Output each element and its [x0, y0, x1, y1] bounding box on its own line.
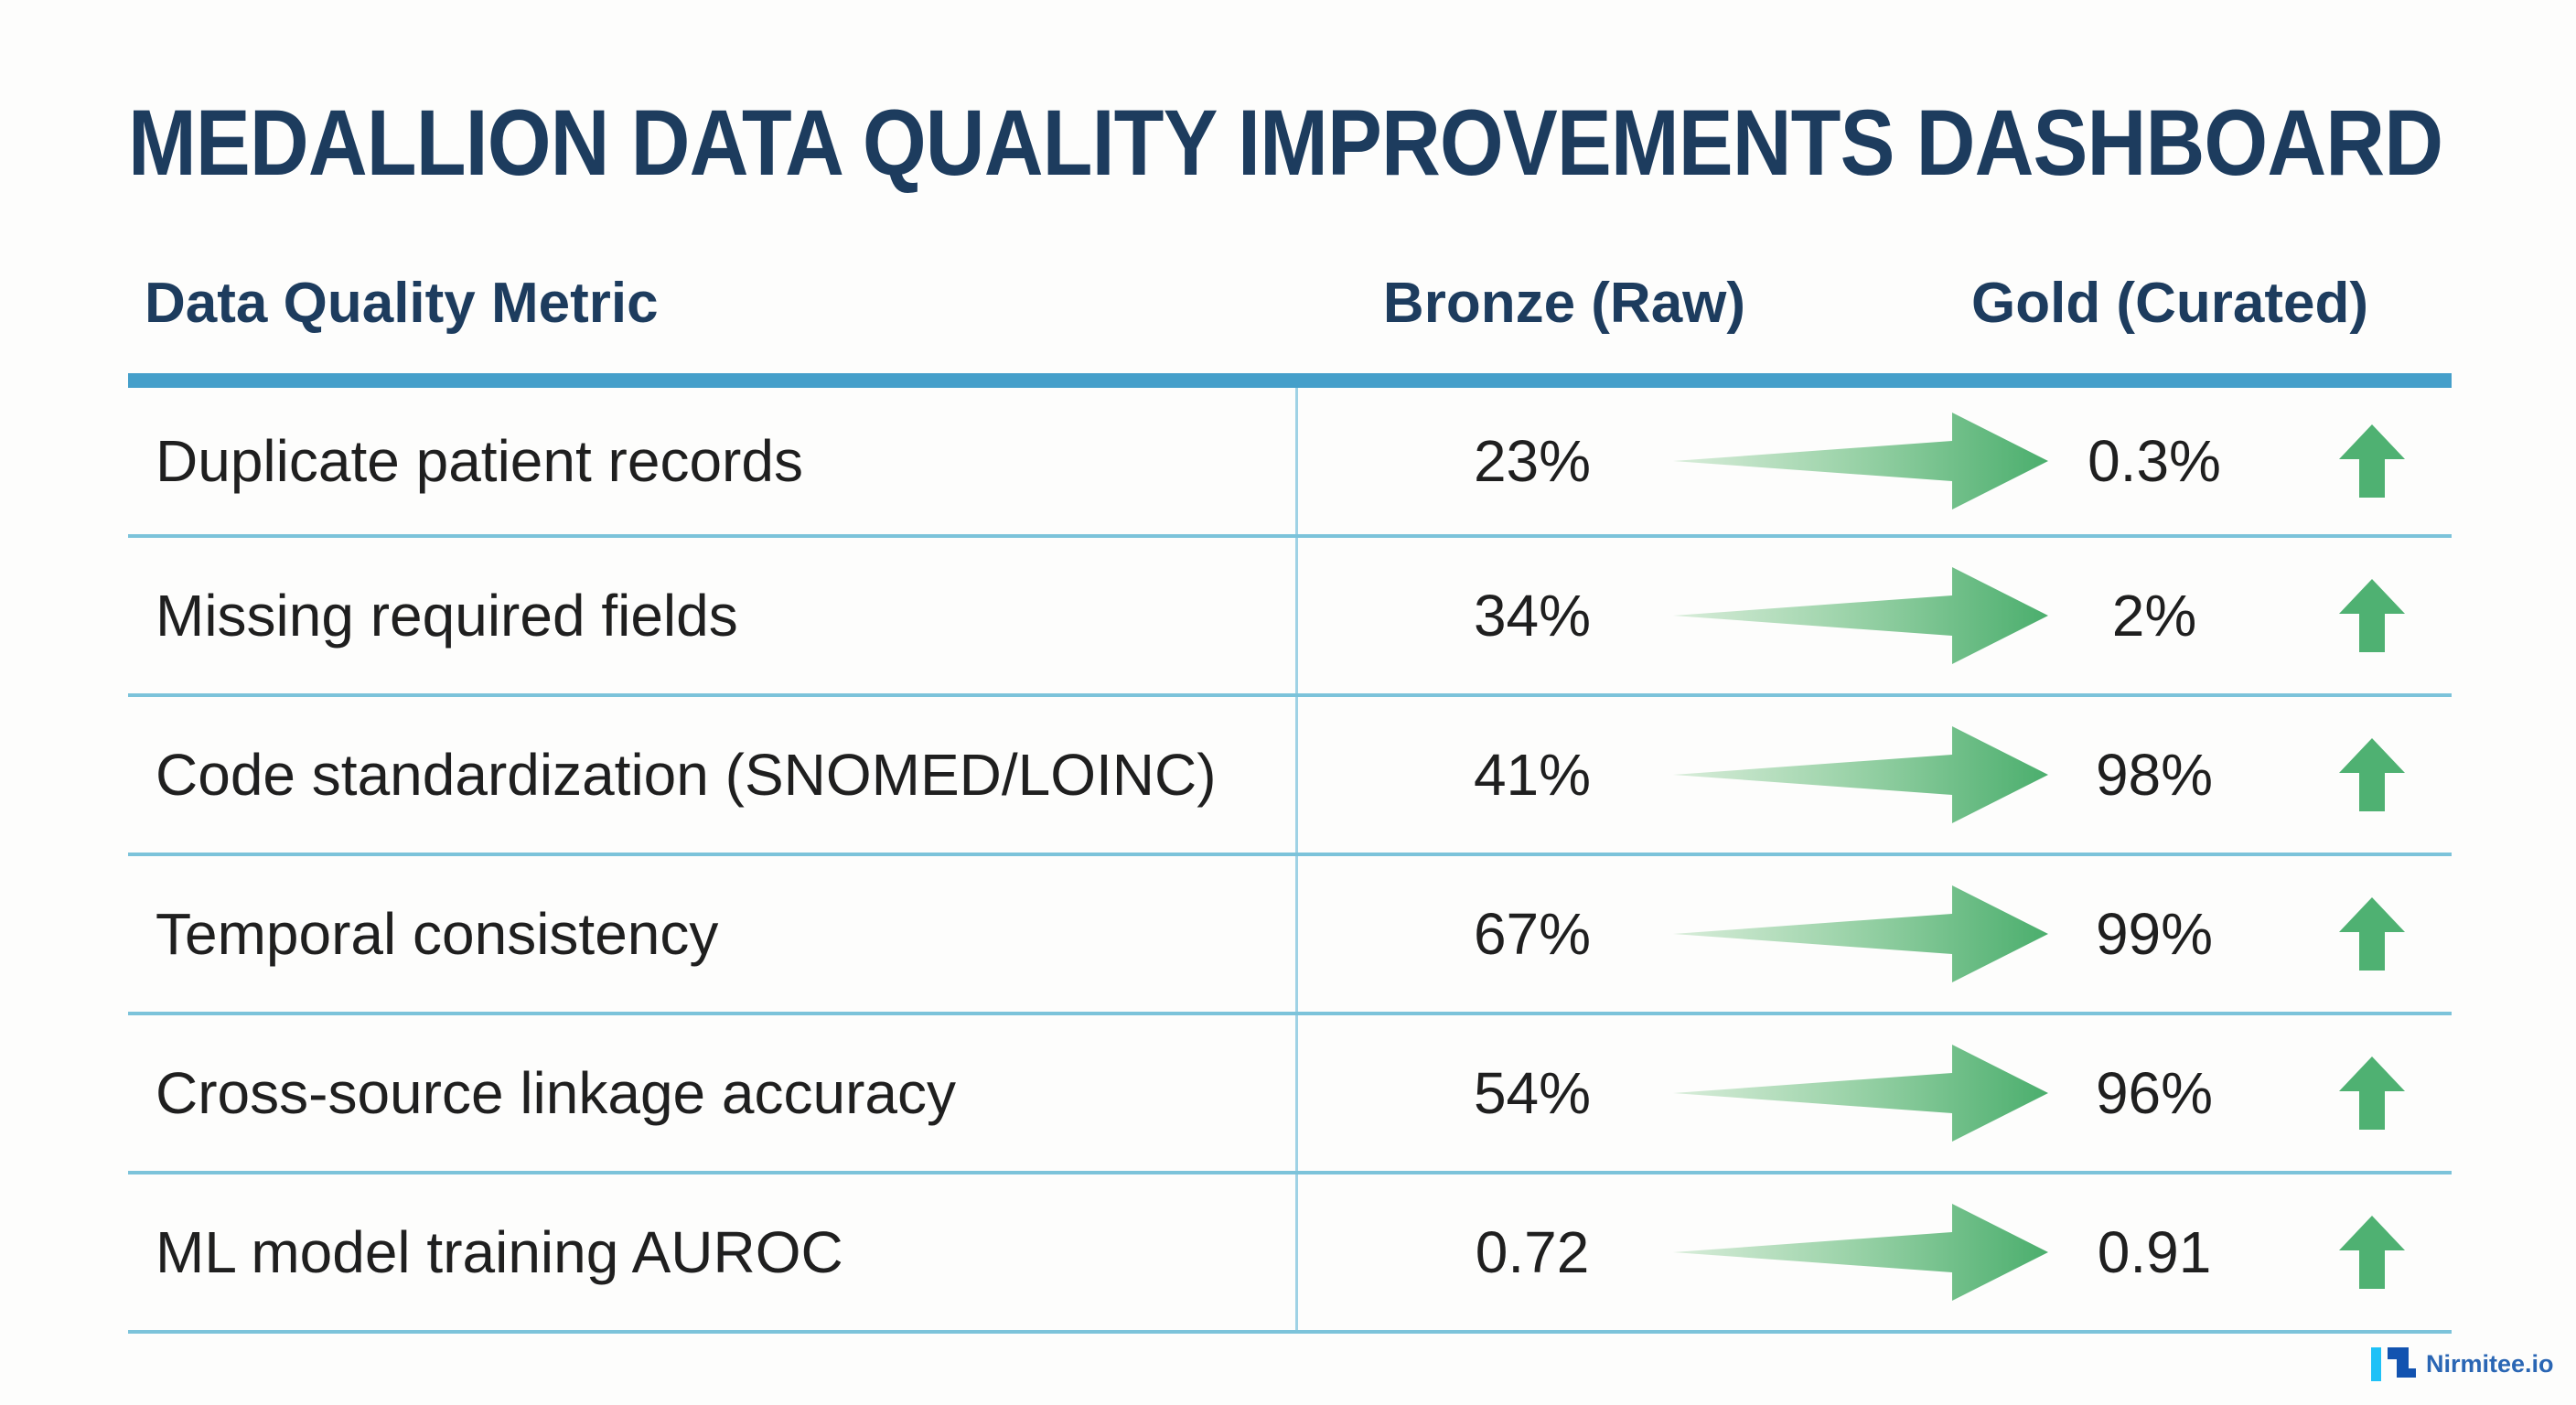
- table-row: Duplicate patient records 23% 0.3%: [128, 388, 2452, 538]
- brand-name: Nirmitee.io: [2426, 1349, 2554, 1378]
- right-arrow-icon: [1673, 413, 2048, 509]
- gold-value: 99%: [2095, 901, 2214, 967]
- column-divider: [1295, 388, 1298, 1334]
- column-header-bronze: Bronze (Raw): [1382, 272, 1746, 335]
- metric-label: Temporal consistency: [156, 901, 719, 967]
- metric-label: ML model training AUROC: [156, 1219, 843, 1285]
- table-row: Code standardization (SNOMED/LOINC) 41% …: [128, 697, 2452, 856]
- gold-value: 2%: [2111, 583, 2197, 649]
- gold-value: 0.91: [2097, 1219, 2212, 1285]
- bronze-value: 23%: [1473, 428, 1592, 494]
- column-header-gold: Gold (Curated): [1971, 272, 2368, 335]
- bronze-value: 54%: [1473, 1060, 1592, 1126]
- up-arrow-icon: [2339, 579, 2405, 652]
- right-arrow-icon: [1673, 726, 2048, 823]
- column-header-metric: Data Quality Metric: [145, 272, 659, 335]
- bronze-value: 0.72: [1475, 1219, 1590, 1285]
- up-arrow-icon: [2339, 897, 2405, 971]
- page-title: MEDALLION DATA QUALITY IMPROVEMENTS DASH…: [128, 91, 2443, 195]
- gold-value: 96%: [2095, 1060, 2214, 1126]
- bronze-value: 67%: [1473, 901, 1592, 967]
- right-arrow-icon: [1673, 1045, 2048, 1142]
- bronze-value: 34%: [1473, 583, 1592, 649]
- up-arrow-icon: [2339, 1216, 2405, 1289]
- nirmitee-logo-icon: [2371, 1347, 2416, 1381]
- metric-label: Duplicate patient records: [156, 428, 803, 494]
- right-arrow-icon: [1673, 1204, 2048, 1301]
- table-row: Cross-source linkage accuracy 54% 96%: [128, 1015, 2452, 1174]
- up-arrow-icon: [2339, 424, 2405, 498]
- up-arrow-icon: [2339, 738, 2405, 811]
- gold-value: 0.3%: [2088, 428, 2221, 494]
- metric-label: Code standardization (SNOMED/LOINC): [156, 742, 1217, 808]
- table-row: ML model training AUROC 0.72 0.91: [128, 1174, 2452, 1334]
- right-arrow-icon: [1673, 885, 2048, 982]
- right-arrow-icon: [1673, 567, 2048, 664]
- gold-value: 98%: [2095, 742, 2214, 808]
- table-row: Missing required fields 34% 2%: [128, 538, 2452, 697]
- metric-label: Cross-source linkage accuracy: [156, 1060, 956, 1126]
- up-arrow-icon: [2339, 1056, 2405, 1130]
- metric-label: Missing required fields: [156, 583, 738, 649]
- brand-logo: Nirmitee.io: [2369, 1345, 2554, 1383]
- bronze-value: 41%: [1473, 742, 1592, 808]
- table-row: Temporal consistency 67% 99%: [128, 856, 2452, 1015]
- header-rule: [128, 373, 2452, 388]
